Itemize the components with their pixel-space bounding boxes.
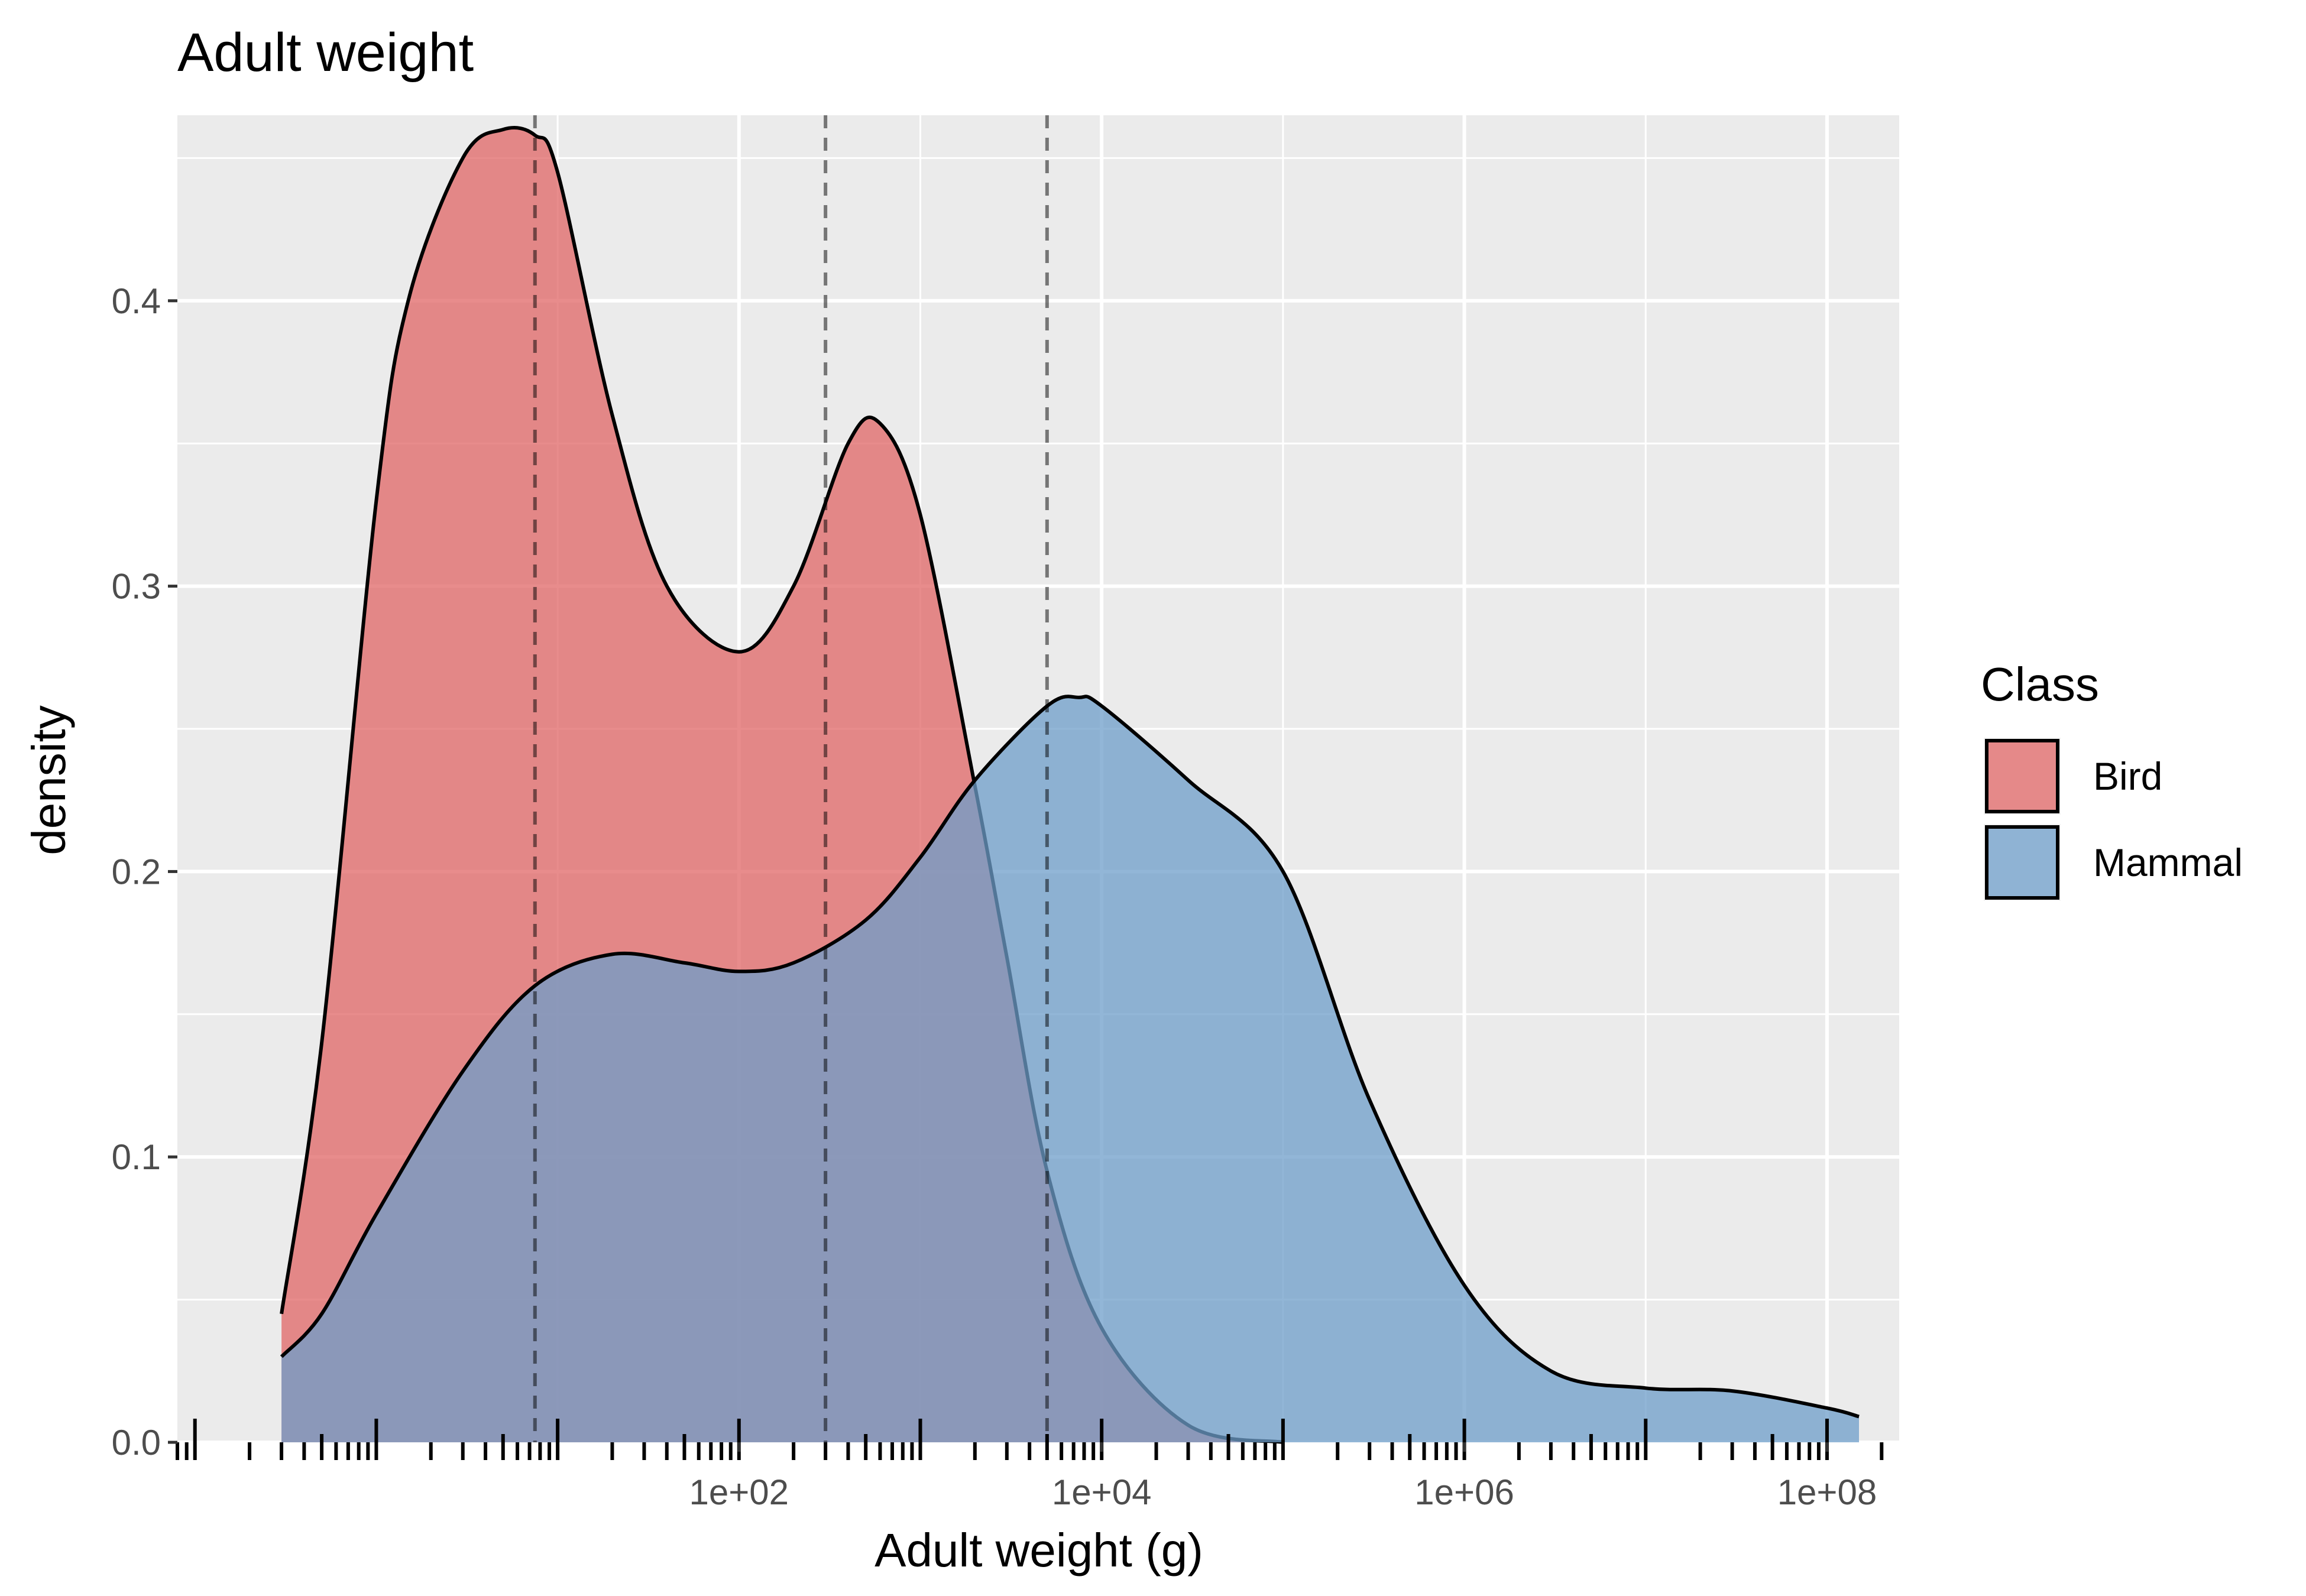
chart-title: Adult weight [177,22,474,83]
density-area-mammal [281,696,1859,1442]
legend: Class Bird Mammal [1981,658,2243,901]
y-tick-label: 0.3 [112,567,161,606]
x-tick-label: 1e+06 [1414,1472,1514,1512]
y-tick-label: 0.2 [112,852,161,891]
legend-swatch-mammal [1985,825,2059,900]
plot-panel: 0.0 0.1 0.2 0.3 0.4 1e+02 1e+04 1e+06 1e+08 [112,115,1899,1512]
x-tick-label: 1e+08 [1777,1472,1877,1512]
density-line-mammal [280,695,1860,1419]
legend-label-bird: Bird [2093,754,2162,798]
legend-swatch-bird [1985,739,2059,813]
y-tick-label: 0.1 [112,1137,161,1177]
x-tick-label: 1e+04 [1052,1472,1152,1512]
y-tick-label: 0.4 [112,281,161,321]
y-axis-title: density [22,705,75,855]
x-tick-label: 1e+02 [689,1472,789,1512]
legend-title: Class [1981,658,2099,711]
x-axis-title: Adult weight (g) [875,1524,1203,1576]
y-tick-label: 0.0 [112,1423,161,1462]
legend-label-mammal: Mammal [2093,841,2243,884]
